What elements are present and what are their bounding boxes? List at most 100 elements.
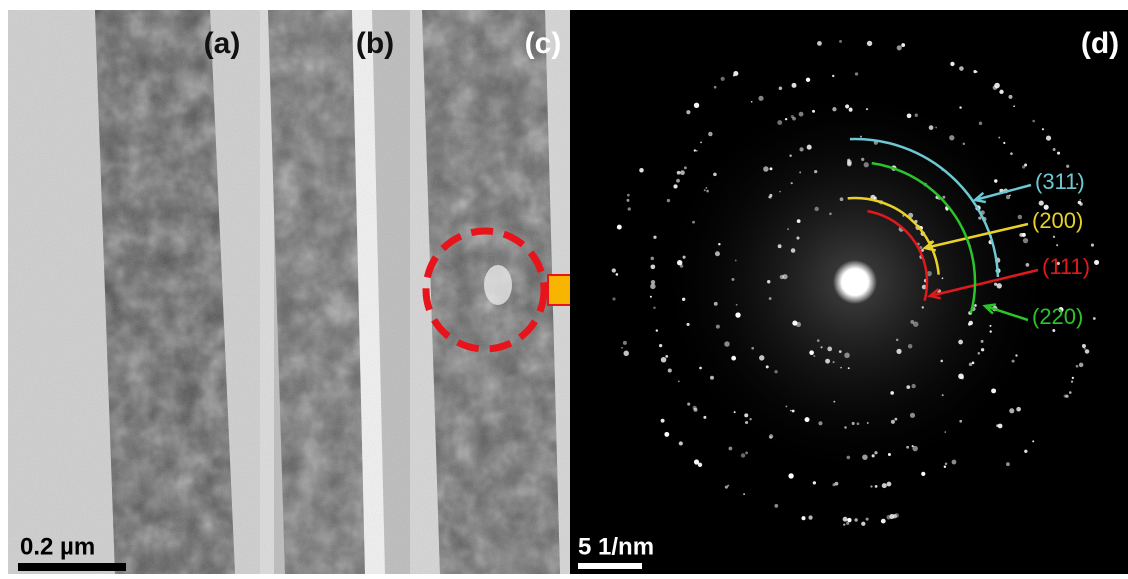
diffraction-spot [866,108,868,110]
diffraction-spot [1024,450,1027,453]
diffraction-spot [832,107,836,111]
diffraction-spot [896,349,901,354]
diffraction-spot [796,236,799,239]
diffraction-spot [839,40,842,43]
diffraction-spot [715,251,720,256]
diffraction-spot [959,106,961,108]
diffraction-spot [650,264,655,269]
diffraction-spot [769,194,772,197]
diffraction-spot [922,306,924,308]
diffraction-spot [981,348,984,351]
diffraction-spot [1046,136,1051,141]
diffraction-spot [732,278,735,281]
ring-label: (111) [1042,254,1090,279]
diffraction-spot [854,518,857,521]
diffraction-spot [677,171,681,175]
diffraction-spot [787,228,789,230]
diffraction-spot [1009,95,1013,99]
diffraction-spot [958,340,963,345]
panel-c [410,10,570,574]
diffraction-spot [708,132,712,136]
diffraction-spot [833,361,835,363]
diffraction-spot [910,413,915,418]
diffraction-spot [703,416,706,419]
diffraction-spot [791,115,794,118]
diffraction-spot [1009,408,1014,413]
diffraction-spot [744,413,748,417]
diffraction-spot [1076,365,1079,368]
diffraction-spot [867,41,872,46]
scale-bar-label: 0.2 µm [20,533,95,560]
diffraction-spot [790,410,792,412]
diffraction-spot [972,362,975,365]
diffraction-spot [767,280,770,283]
diffraction-spot [680,264,684,268]
diffraction-spot [974,304,977,307]
diffraction-spot [840,367,842,369]
diffraction-spot [612,297,615,300]
diffraction-spot [1064,395,1067,398]
diffraction-spot [778,244,782,248]
diffraction-spot [870,485,872,487]
diffraction-spot [751,347,754,350]
diffraction-spot [887,482,892,487]
panel-a [8,10,260,574]
diffraction-spot [912,446,917,451]
diffraction-spot [991,388,996,393]
diffraction-spot [809,350,814,355]
diffraction-spot [949,135,954,140]
panel-d [570,10,1128,574]
diffraction-spot [1066,165,1069,168]
diffraction-spot [847,159,850,162]
diffraction-spot [741,453,745,457]
diffraction-spot [661,419,665,423]
diffraction-spot [734,411,736,413]
diffraction-spot [1056,244,1058,246]
diffraction-spot [907,113,912,118]
diffraction-spot [639,168,644,173]
diffraction-spot [805,417,810,422]
diffraction-spot [679,441,683,445]
diffraction-spot [864,162,869,167]
diffraction-spot [897,45,902,50]
diffraction-spot [875,485,878,488]
diffraction-spot [779,191,781,193]
diffraction-spot [994,179,997,182]
diffraction-spot [651,257,655,261]
diffraction-spot [1072,377,1074,379]
diffraction-spot [891,420,895,424]
diffraction-spot [780,275,784,279]
diffraction-spot [814,170,817,173]
diffraction-spot [718,243,720,245]
diffraction-spot [735,312,740,317]
diffraction-spot [623,341,627,345]
diffraction-spot [1052,329,1055,332]
diffraction-spot [1003,142,1005,144]
diffraction-spot [849,108,853,112]
diffraction-spot [650,284,655,289]
diffraction-spot [976,71,978,73]
diffraction-spot [801,516,805,520]
diffraction-spot [999,90,1003,94]
diffraction-spot [612,268,616,272]
diffraction-spot [808,515,812,519]
diffraction-spot [959,66,964,71]
diffraction-spot [843,524,845,526]
diffraction-spot [763,166,769,172]
diffraction-spot [832,483,835,486]
diffraction-spot [1006,462,1010,466]
diffraction-spot [978,352,981,355]
diffraction-spot [731,356,736,361]
scale-bar-label: 5 1/nm [578,533,654,560]
diffraction-spot [901,43,905,47]
diffraction-spot [704,189,706,191]
diffraction-spot [890,391,894,395]
diffraction-spot [1084,348,1086,350]
diffraction-spot [840,197,844,201]
diffraction-spot [978,217,981,220]
diffraction-spot [867,422,869,424]
diffraction-spot [940,360,943,363]
diffraction-spot [758,96,763,101]
diffraction-spot [1018,215,1023,220]
diffraction-spot [1053,236,1055,238]
